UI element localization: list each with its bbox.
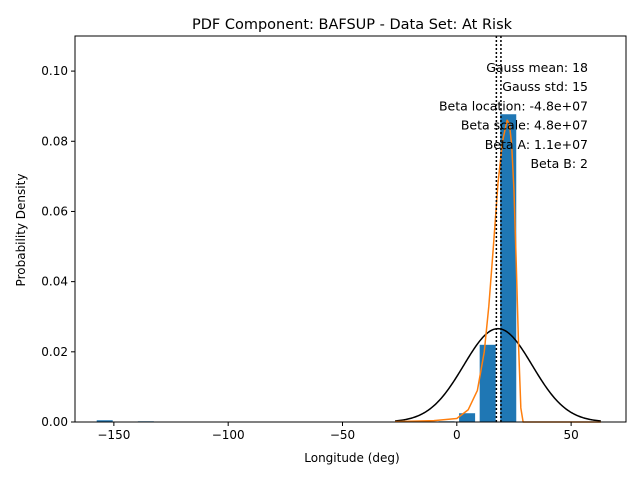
y-axis-label: Probability Density: [14, 174, 28, 287]
plot-area: −150 −100 −50 0 50 0.00 0.02 0.04 0.06 0.08 0.10 Ga…: [41, 35, 627, 442]
x-tick-label: 0: [453, 428, 461, 442]
x-tick-label: 50: [563, 428, 578, 442]
y-tick-label: 0.06: [41, 204, 68, 218]
annotation-text: Beta A: 1.1e+07: [485, 137, 588, 152]
beta-curve: [395, 119, 601, 423]
axes-frame: [74, 35, 627, 423]
x-axis-label: Longitude (deg): [304, 451, 399, 465]
histogram-bar: [500, 114, 517, 423]
chart-title: PDF Component: BAFSUP - Data Set: At Ris…: [192, 17, 513, 33]
y-tick-label: 0.10: [41, 64, 68, 78]
x-tick-label: −50: [330, 428, 355, 442]
histogram-bar: [96, 420, 113, 422]
x-tick-label: −150: [97, 428, 130, 442]
y-tick-label: 0.00: [41, 415, 68, 429]
y-tick-label: 0.04: [41, 275, 68, 289]
annotation-text: Beta location: -4.8e+07: [439, 98, 588, 113]
histogram-bar: [459, 413, 476, 422]
annotation-text: Gauss std: 15: [502, 79, 588, 94]
gauss-curve: [395, 327, 601, 422]
annotation-text: Beta B: 2: [530, 156, 588, 171]
y-tick-label: 0.02: [41, 345, 68, 359]
x-tick-label: −100: [212, 428, 245, 442]
annotation-text: Beta scale: 4.8e+07: [461, 118, 588, 133]
annotation-text: Gauss mean: 18: [486, 60, 588, 75]
histogram-bar: [479, 344, 496, 422]
y-tick-label: 0.08: [41, 134, 68, 148]
